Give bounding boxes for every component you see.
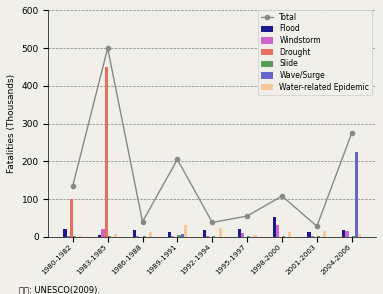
Bar (282, 236, 285, 237)
Bar (273, 217, 276, 237)
Bar (317, 236, 320, 237)
Bar (323, 231, 326, 237)
Bar (358, 234, 361, 237)
Bar (63, 229, 67, 237)
Legend: Total, Flood, Windstorm, Drought, Slide, Wave/Surge, Water-related Epidemic: Total, Flood, Windstorm, Drought, Slide,… (258, 10, 372, 95)
Bar (105, 67, 108, 237)
Bar (247, 236, 250, 237)
Bar (133, 230, 136, 237)
Bar (276, 225, 279, 237)
Total (175, 158, 180, 161)
Bar (171, 236, 174, 237)
Bar (288, 232, 291, 237)
Bar (342, 230, 345, 237)
Bar (114, 234, 117, 237)
Total (314, 224, 319, 228)
Total (70, 184, 75, 188)
Bar (149, 232, 152, 237)
Bar (238, 229, 241, 237)
Bar (206, 236, 209, 237)
Bar (308, 232, 311, 237)
Bar (355, 152, 358, 237)
Bar (184, 225, 187, 237)
Bar (254, 235, 257, 237)
Text: 자료: UNESCO(2009).: 자료: UNESCO(2009). (19, 285, 100, 294)
Bar (241, 233, 244, 237)
Total (349, 131, 354, 135)
Bar (70, 199, 73, 237)
Total (140, 220, 145, 223)
Y-axis label: Fatalities (Thousands): Fatalities (Thousands) (7, 74, 16, 173)
Bar (212, 236, 215, 237)
Bar (73, 236, 76, 237)
Bar (352, 236, 355, 237)
Bar (203, 230, 206, 237)
Bar (311, 236, 314, 237)
Total (245, 214, 249, 218)
Bar (79, 236, 82, 237)
Total (280, 194, 284, 198)
Bar (345, 231, 349, 237)
Bar (98, 235, 101, 237)
Bar (101, 229, 105, 237)
Bar (136, 236, 139, 237)
Bar (142, 236, 146, 237)
Line: Total: Total (71, 46, 354, 228)
Bar (67, 236, 70, 237)
Bar (180, 234, 184, 237)
Bar (108, 236, 111, 237)
Bar (168, 232, 171, 237)
Total (105, 46, 110, 50)
Total (210, 221, 214, 224)
Bar (177, 235, 180, 237)
Bar (219, 228, 222, 237)
